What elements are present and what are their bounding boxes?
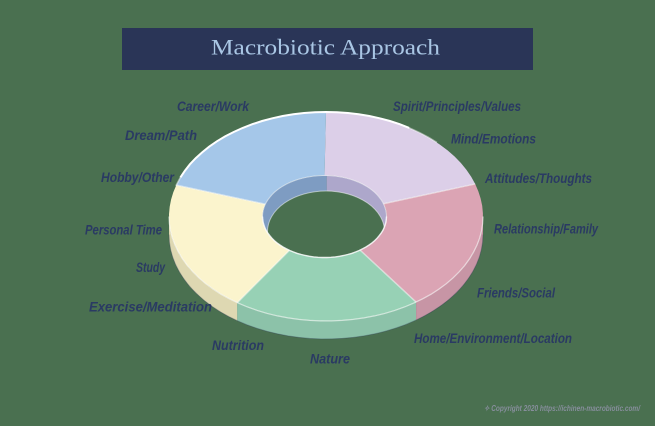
svg-text:Nutrition: Nutrition [212, 337, 264, 353]
svg-text:Personal Time: Personal Time [85, 222, 162, 238]
svg-text:Friends/Social: Friends/Social [477, 285, 556, 301]
svg-text:Dream/Path: Dream/Path [125, 127, 197, 143]
svg-text:Macrobiotic Approach: Macrobiotic Approach [211, 35, 440, 60]
svg-text:Mind/Emotions: Mind/Emotions [451, 131, 536, 147]
svg-text:Exercise/Meditation: Exercise/Meditation [89, 299, 212, 315]
svg-text:Study: Study [136, 259, 166, 275]
svg-text:Hobby/Other: Hobby/Other [101, 169, 175, 185]
svg-text:Relationship/Family: Relationship/Family [494, 221, 599, 237]
svg-text:Attitudes/Thoughts: Attitudes/Thoughts [484, 170, 592, 186]
svg-text:Spirit/Principles/Values: Spirit/Principles/Values [393, 98, 521, 114]
svg-text:Home/Environment/Location: Home/Environment/Location [414, 330, 572, 346]
svg-text:Nature: Nature [310, 351, 350, 367]
svg-text:Career/Work: Career/Work [177, 98, 250, 114]
svg-text:✧ Copyright 2020 https://ichin: ✧ Copyright 2020 https://ichinen-macrobi… [484, 404, 641, 413]
